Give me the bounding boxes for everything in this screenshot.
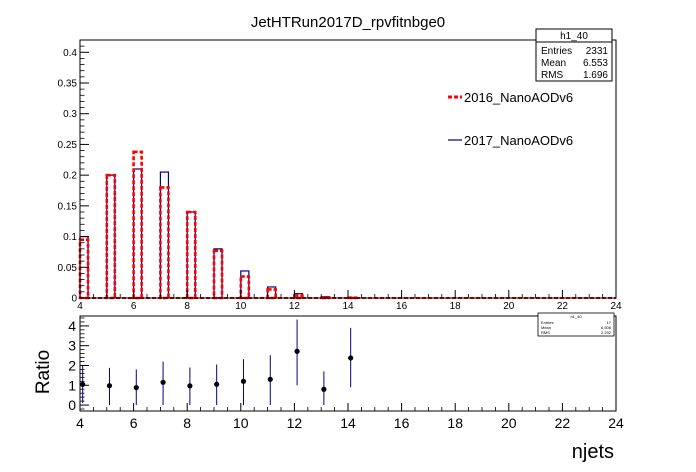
ratio-point <box>240 378 247 384</box>
ratio-point <box>187 383 193 389</box>
top-y-tick-label: 0.05 <box>58 263 78 274</box>
legend: 2016_NanoAODv6 2017_NanoAODv6 <box>448 90 573 148</box>
ratio-point <box>214 381 220 387</box>
legend-label-2016: 2016_NanoAODv6 <box>464 90 573 105</box>
top-y-tick-label: 0.2 <box>63 171 77 182</box>
ratio-x-tick-label: 6 <box>130 415 138 431</box>
top-y-tick-label: 0.4 <box>63 48 77 59</box>
top-y-tick-label: 0.1 <box>63 232 77 243</box>
top-x-tick-label: 18 <box>450 301 462 312</box>
bar-2016 <box>159 186 170 300</box>
stats-box-frame <box>535 28 613 82</box>
stats-mean-value: 6.553 <box>583 58 608 69</box>
ratio-x-tick-label: 8 <box>183 415 191 431</box>
top-axes: 0 0.05 0.1 0.15 0.2 0.25 0.3 0.35 0.4 4 6 8 10 12 14 16… <box>58 45 622 312</box>
ratio-point <box>133 385 139 391</box>
ratio-points <box>80 319 354 406</box>
top-x-tick-label: 20 <box>503 301 515 312</box>
stats-rms-value: 1.696 <box>583 70 608 81</box>
stats-box: h1_40 Entries 2331 Mean 6.553 RMS 1.696 <box>535 28 613 82</box>
ratio-point <box>348 355 354 361</box>
ratio-y-tick-label: 3 <box>68 338 76 354</box>
stats-entries-label: Entries <box>541 46 572 57</box>
ratio-x-tick-label: 18 <box>447 415 463 431</box>
ratio-stats-mean-value: 6.506 <box>601 325 612 330</box>
legend-label-2017: 2017_NanoAODv6 <box>464 133 573 148</box>
ratio-y-tick-label: 0 <box>68 397 76 413</box>
top-x-tick-label: 12 <box>289 301 301 312</box>
chart-title: JetHTRun2017D_rpvfitnbge0 <box>251 14 445 31</box>
ratio-stats-box: h1_40 Entries 17 Mean 6.506 RMS 2.292 <box>537 312 615 337</box>
ratio-y-tick-label: 2 <box>68 357 76 373</box>
ratio-x-tick-label: 4 <box>76 415 84 431</box>
top-panel: 0 0.05 0.1 0.15 0.2 0.25 0.3 0.35 0.4 4 6 8 10 12 14 16… <box>58 39 622 312</box>
bar-2016 <box>105 173 117 300</box>
top-y-tick-label: 0 <box>71 294 77 305</box>
bar-2016 <box>132 150 143 300</box>
ratio-y-tick-label: 1 <box>68 377 76 393</box>
ratio-x-tick-label: 12 <box>287 415 303 431</box>
top-x-tick-label: 8 <box>184 301 190 312</box>
ratio-x-tick-label: 22 <box>555 415 571 431</box>
bar-2016 <box>239 275 251 300</box>
bar-2016 <box>266 288 277 300</box>
ratio-stats-entries-label: Entries <box>541 320 553 325</box>
top-y-tick-label: 0.3 <box>63 109 77 120</box>
top-x-tick-label: 22 <box>557 301 569 312</box>
ratio-stats-mean-label: Mean <box>541 325 551 330</box>
top-x-tick-label: 10 <box>235 301 247 312</box>
ratio-x-tick-label: 10 <box>233 415 249 431</box>
bar-2016 <box>78 238 90 300</box>
ratio-stats-rms-value: 2.292 <box>601 330 612 335</box>
ratio-stats-entries-value: 17 <box>607 320 612 325</box>
ratio-point <box>267 376 273 382</box>
ratio-stats-rms-label: RMS <box>541 330 550 335</box>
stats-box-name: h1_40 <box>560 31 588 42</box>
top-x-tick-label: 24 <box>610 301 622 312</box>
ratio-point <box>80 381 86 387</box>
ratio-point <box>321 386 327 392</box>
top-y-tick-label: 0.15 <box>58 201 78 212</box>
stats-entries-value: 2331 <box>586 46 609 57</box>
ratio-x-tick-label: 20 <box>501 415 517 431</box>
ratio-x-label: njets <box>572 441 614 463</box>
stats-mean-label: Mean <box>541 58 566 69</box>
ratio-point <box>160 379 166 385</box>
ratio-x-tick-label: 14 <box>340 415 356 431</box>
ratio-stats-name: h1_40 <box>570 314 582 319</box>
ratio-x-tick-label: 24 <box>608 415 624 431</box>
ratio-point <box>106 383 113 389</box>
top-y-tick-label: 0.25 <box>58 140 78 151</box>
ratio-stats-frame <box>537 312 615 337</box>
ratio-y-label: Ratio <box>33 350 54 394</box>
top-y-tick-label: 0.35 <box>58 79 78 90</box>
ratio-plot-frame <box>79 315 617 412</box>
top-x-tick-label: 16 <box>396 301 408 312</box>
ratio-x-tick-label: 16 <box>394 415 410 431</box>
top-x-tick-label: 14 <box>342 301 354 312</box>
top-x-tick-label: 4 <box>77 301 83 312</box>
top-x-tick-label: 6 <box>131 301 137 312</box>
ratio-y-tick-label: 4 <box>68 318 76 334</box>
bar-2016 <box>185 210 197 300</box>
bar-2016 <box>212 249 224 300</box>
stats-rms-label: RMS <box>541 70 564 81</box>
ratio-point <box>294 348 300 354</box>
